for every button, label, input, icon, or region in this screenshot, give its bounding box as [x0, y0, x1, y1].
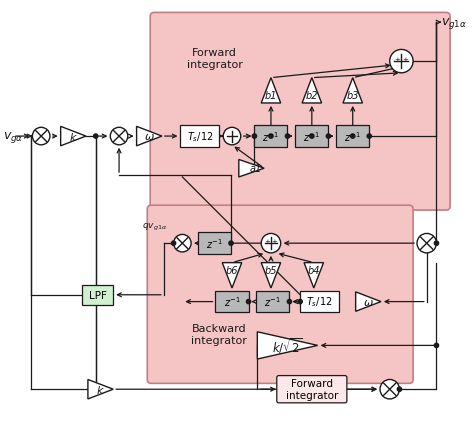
- Text: $z^{-1}$: $z^{-1}$: [263, 130, 280, 144]
- Text: $z^{-1}$: $z^{-1}$: [344, 130, 361, 144]
- Text: b6: b6: [226, 266, 238, 276]
- Polygon shape: [88, 380, 113, 399]
- Text: $z^{-1}$: $z^{-1}$: [206, 237, 223, 250]
- Circle shape: [434, 242, 438, 246]
- Text: +: +: [394, 57, 400, 63]
- FancyBboxPatch shape: [216, 291, 248, 313]
- Circle shape: [351, 135, 355, 139]
- Text: +: +: [264, 239, 271, 245]
- Text: $qv_{g1\alpha}$: $qv_{g1\alpha}$: [142, 222, 167, 233]
- Circle shape: [298, 300, 302, 304]
- FancyBboxPatch shape: [181, 126, 219, 147]
- Circle shape: [93, 135, 98, 139]
- Polygon shape: [356, 292, 381, 311]
- Polygon shape: [61, 127, 86, 147]
- Circle shape: [173, 235, 191, 252]
- Text: $v_{g\alpha}$: $v_{g\alpha}$: [3, 129, 24, 144]
- Circle shape: [285, 135, 290, 139]
- Circle shape: [172, 242, 176, 246]
- FancyBboxPatch shape: [150, 13, 450, 210]
- Text: $k$: $k$: [69, 131, 78, 143]
- Text: b4: b4: [308, 266, 320, 276]
- Text: b5: b5: [264, 266, 277, 276]
- Polygon shape: [257, 332, 318, 359]
- Circle shape: [246, 300, 251, 304]
- Text: $T_s/12$: $T_s/12$: [306, 295, 333, 309]
- Text: $k$: $k$: [96, 383, 105, 395]
- Circle shape: [252, 135, 256, 139]
- Text: $\omega$: $\omega$: [363, 297, 374, 307]
- FancyBboxPatch shape: [82, 285, 113, 305]
- Polygon shape: [304, 263, 324, 288]
- FancyBboxPatch shape: [256, 291, 290, 313]
- Circle shape: [397, 387, 401, 391]
- Polygon shape: [137, 127, 162, 147]
- Polygon shape: [239, 160, 264, 178]
- Circle shape: [110, 128, 128, 146]
- Text: LPF: LPF: [89, 290, 107, 300]
- FancyBboxPatch shape: [336, 126, 369, 147]
- Text: +: +: [272, 239, 277, 245]
- Text: $\omega$: $\omega$: [144, 132, 155, 142]
- Circle shape: [261, 234, 281, 253]
- Circle shape: [326, 135, 330, 139]
- Text: Forward
integrator: Forward integrator: [286, 379, 338, 400]
- Text: +: +: [402, 57, 409, 63]
- Circle shape: [417, 234, 437, 253]
- Circle shape: [367, 135, 372, 139]
- Polygon shape: [261, 78, 281, 104]
- Text: $z^{-1}$: $z^{-1}$: [224, 295, 240, 309]
- Circle shape: [229, 242, 233, 246]
- FancyBboxPatch shape: [147, 206, 413, 383]
- Text: b1: b1: [264, 91, 277, 101]
- Circle shape: [287, 300, 292, 304]
- FancyBboxPatch shape: [295, 126, 328, 147]
- Polygon shape: [261, 263, 281, 288]
- Text: $k/\sqrt{2}$: $k/\sqrt{2}$: [273, 336, 302, 355]
- Text: a1: a1: [249, 164, 262, 174]
- FancyBboxPatch shape: [300, 291, 339, 313]
- Circle shape: [32, 128, 50, 146]
- Polygon shape: [343, 78, 363, 104]
- Text: $v_{g1\alpha}$: $v_{g1\alpha}$: [441, 16, 467, 31]
- Text: $z^{-1}$: $z^{-1}$: [264, 295, 282, 309]
- FancyBboxPatch shape: [277, 376, 347, 403]
- Circle shape: [434, 343, 438, 348]
- Polygon shape: [302, 78, 321, 104]
- Text: $z^{-1}$: $z^{-1}$: [303, 130, 320, 144]
- Circle shape: [380, 380, 400, 399]
- Text: b3: b3: [346, 91, 359, 101]
- Text: Backward
integrator: Backward integrator: [191, 323, 247, 345]
- FancyBboxPatch shape: [255, 126, 288, 147]
- Polygon shape: [222, 263, 242, 288]
- Text: $T_s/12$: $T_s/12$: [187, 130, 213, 144]
- Text: b2: b2: [306, 91, 318, 101]
- Circle shape: [390, 50, 413, 74]
- Text: Forward
integrator: Forward integrator: [187, 48, 242, 70]
- Circle shape: [269, 135, 273, 139]
- FancyBboxPatch shape: [198, 233, 231, 254]
- Circle shape: [223, 128, 241, 146]
- Circle shape: [310, 135, 314, 139]
